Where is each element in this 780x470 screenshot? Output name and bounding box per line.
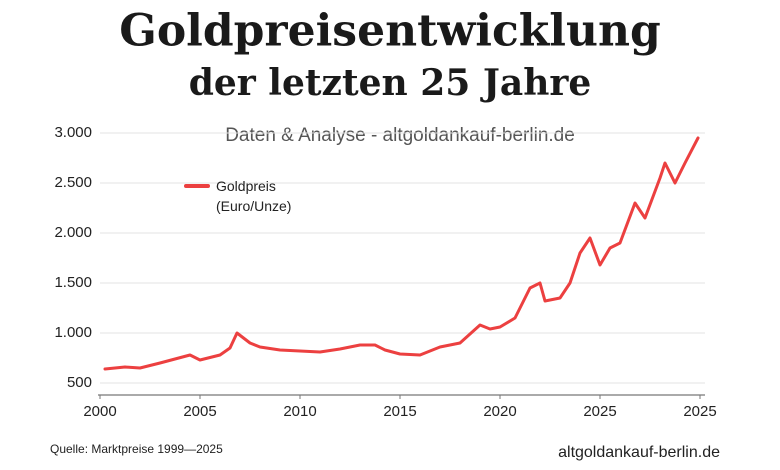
y-tick-label: 2.500 xyxy=(54,174,92,191)
x-tick-label: 2025 xyxy=(583,403,616,420)
legend-swatch xyxy=(184,184,210,188)
x-tick-label: 2005 xyxy=(183,403,216,420)
price-line xyxy=(103,136,700,371)
footer-site: altgoldankauf-berlin.de xyxy=(558,444,720,461)
y-tick-label: 1.000 xyxy=(54,324,92,341)
source-note: Quelle: Marktpreise 1999—2025 xyxy=(50,442,223,456)
chart-subtitle: Daten & Analyse - altgoldankauf-berlin.d… xyxy=(225,125,575,146)
legend-label: Goldpreis (Euro/Unze) xyxy=(216,178,292,214)
x-tick-label: 2025 xyxy=(683,403,716,420)
chart-title-line2: der letzten 25 Jahre xyxy=(189,62,592,104)
y-tick-label: 2.000 xyxy=(54,224,92,241)
x-tick-label: 2020 xyxy=(483,403,516,420)
x-tick-label: 2000 xyxy=(83,403,116,420)
x-tick-label: 2015 xyxy=(383,403,416,420)
y-tick-label: 500 xyxy=(67,374,92,391)
y-tick-label: 3.000 xyxy=(54,124,92,141)
chart-title: Goldpreisentwicklung xyxy=(119,6,660,57)
x-tick-label: 2010 xyxy=(283,403,316,420)
legend: Goldpreis (Euro/Unze) xyxy=(184,176,316,216)
y-tick-label: 1.500 xyxy=(54,274,92,291)
